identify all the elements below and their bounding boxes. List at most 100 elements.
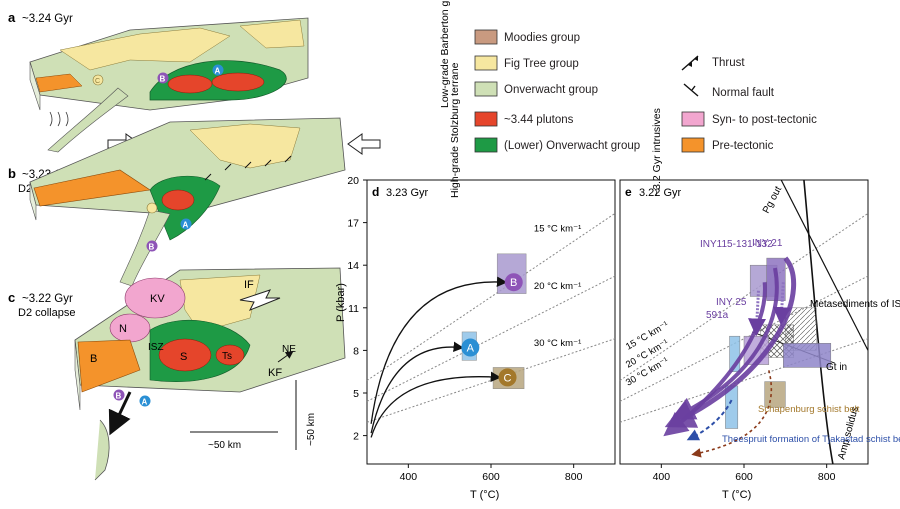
normal-fault-icon (683, 83, 699, 97)
annotation-theespruit: Theespruit formation of Tjakastad schist… (722, 434, 900, 445)
legend-label-thrust: Thrust (712, 57, 745, 69)
pt-path-peak-descent (772, 282, 791, 326)
chart-d-xlabel: T (°C) (470, 489, 499, 501)
geotherm-line (366, 338, 616, 423)
x-tick-label: 800 (565, 471, 583, 483)
sample-label-iny25: INY 25 (716, 297, 747, 308)
marker-a-panel-a: A (212, 64, 224, 76)
annotation-schapenburg: Schapenburg schist belt (758, 404, 860, 415)
annotation-metasediments: Metasediments of ISZ (810, 299, 900, 310)
svg-text:B: B (116, 392, 122, 401)
scale-horizontal-label: ~50 km (208, 440, 241, 451)
legend-swatch-onverwacht (474, 81, 498, 97)
svg-text:A: A (215, 67, 221, 76)
pt-path-a (370, 341, 464, 434)
svg-text:B: B (149, 243, 155, 252)
panel-b-letter: b (8, 166, 16, 181)
svg-text:B: B (160, 75, 166, 84)
panel-b: b ~3.23 Gyr D2 collision A B (8, 117, 346, 287)
legend-group-intrusive: ~3.2 Gyr intrusives (651, 108, 663, 196)
svg-text:a: a (8, 10, 16, 25)
pt-marker-b (504, 273, 523, 292)
sample-label-iny21: INY 21 (752, 238, 783, 249)
panel-c-subtitle: D2 collapse (18, 307, 75, 319)
chart-panel-d: d 3.23 Gyr 15 °C km⁻¹ 20 °C km⁻¹ 30 °C km⁻… (335, 175, 616, 501)
chart-d-ylabel: P (kbar) (335, 283, 347, 322)
legend-swatch-moodies (474, 29, 498, 45)
legend-swatch-fig-tree (474, 55, 498, 71)
convergence-arrow-right (347, 133, 381, 155)
panel-c-letter: c (8, 290, 15, 305)
pt-marker-c (498, 368, 517, 387)
map-label-b: B (90, 353, 97, 365)
sample-label-iny115: INY115-131-132 (700, 239, 773, 250)
marker-a-panel-c: A (139, 395, 151, 407)
panel-c-age: ~3.22 Gyr (22, 293, 73, 305)
legend: Low-grade Barberton greenstone belt High… (439, 0, 817, 198)
y-tick-label: 5 (353, 388, 359, 400)
chart-e-xlabel: T (°C) (722, 489, 751, 501)
pt-box-e (783, 343, 832, 368)
chart-d-frame (366, 179, 616, 465)
chart-d-letter: d (372, 185, 379, 199)
legend-swatch-plutons (474, 111, 498, 127)
panel-a-age: ~3.24 Gyr (22, 13, 73, 25)
pt-path-retrograde (663, 282, 767, 437)
marker-a-panel-b: A (180, 218, 192, 230)
legend-label-onverwacht: Onverwacht group (504, 84, 598, 96)
reaction-label-pg-out: Pg out (761, 185, 784, 216)
pt-box-e (729, 335, 741, 372)
legend-group-low: Low-grade Barberton greenstone belt (439, 0, 451, 108)
chart-panel-e: e 3.22 Gyr 15 °C km⁻¹20 °C km⁻¹30 °C km⁻… (619, 179, 900, 501)
pt-marker-label: B (510, 277, 517, 289)
x-tick-label: 400 (400, 471, 418, 483)
legend-label-moodies: Moodies group (504, 32, 580, 44)
geotherm-label: 15 °C km⁻¹ (534, 224, 581, 235)
pt-path-peak-descent (748, 290, 767, 337)
marker-b-panel-a: B (157, 72, 169, 84)
map-label-kv: KV (150, 293, 165, 305)
legend-label-pre-tectonic: Pre-tectonic (712, 140, 774, 152)
map-label-kf: KF (268, 367, 282, 379)
map-label-ts: Ts (222, 351, 232, 362)
y-tick-label: 17 (347, 218, 359, 230)
svg-text:A: A (183, 221, 189, 230)
x-tick-label: 800 (818, 471, 836, 483)
pt-marker-label: A (467, 343, 475, 355)
geotherm-label: 20 °C km⁻¹ (534, 281, 581, 292)
legend-label-syn-tectonic: Syn- to post-tectonic (712, 114, 817, 126)
chart-d-title: 3.23 Gyr (386, 187, 429, 199)
chart-e-title: 3.22 Gyr (639, 187, 682, 199)
map-label-n: N (119, 323, 127, 335)
geotherm-line (619, 212, 869, 381)
pt-marker-a (461, 338, 480, 357)
chart-e-frame (619, 179, 869, 465)
legend-swatch-syn-tectonic (681, 111, 705, 127)
thrust-icon (681, 55, 699, 71)
legend-swatch-lower-onverwacht (474, 137, 498, 153)
direction-label: NE (282, 344, 296, 355)
svg-text:A: A (142, 398, 148, 407)
pt-path-b (370, 276, 508, 424)
geotherm-line (366, 212, 616, 381)
panel-a: a ~3.24 Gyr C A B (8, 10, 309, 153)
map-label-s: S (180, 351, 187, 363)
chart-e-letter: e (625, 185, 632, 199)
map-label-isz: ISZ (148, 342, 164, 353)
legend-label-lower-onverwacht: (Lower) Onverwacht group (504, 140, 640, 152)
y-tick-label: 8 (353, 345, 359, 357)
panel-c: c ~3.22 Gyr D2 collapse A B KV N ISZ S T… (8, 267, 346, 481)
sample-label-591a: 591a (706, 310, 729, 321)
scale-vertical-label: ~50 km (306, 413, 317, 446)
pt-path-c (370, 371, 502, 438)
reaction-label-gt-in: Gt in (826, 362, 847, 373)
geotherm-label: 30 °C km⁻¹ (534, 338, 581, 349)
x-tick-label: 600 (482, 471, 500, 483)
x-tick-label: 600 (735, 471, 753, 483)
pt-path-schapenburg (691, 370, 773, 458)
y-tick-label: 14 (347, 260, 359, 272)
map-label-if: IF (244, 279, 254, 291)
panel-a-marker-c: C (95, 78, 100, 85)
legend-label-fig-tree: Fig Tree group (504, 58, 579, 70)
